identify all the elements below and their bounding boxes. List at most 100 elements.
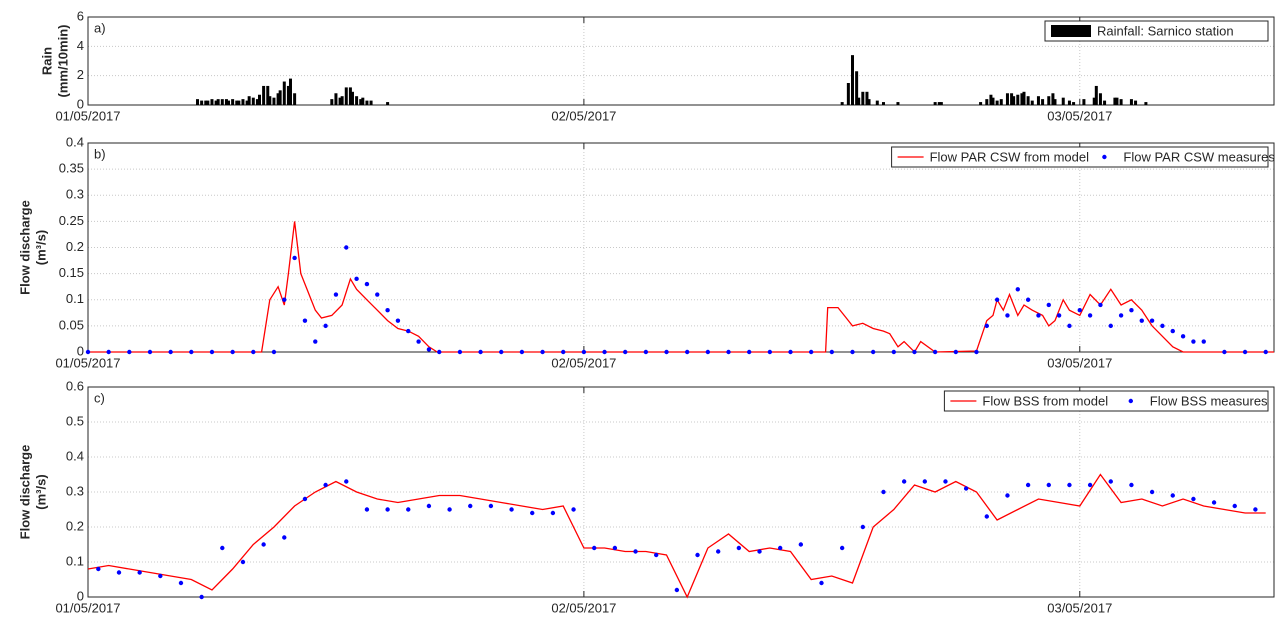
measure-point: [127, 349, 132, 355]
y-tick-label: 0.1: [66, 291, 84, 306]
bar: [1041, 99, 1045, 105]
measure-point: [240, 559, 246, 565]
plot-frame: [87, 16, 1275, 106]
measure-point: [1025, 297, 1031, 302]
bar: [386, 102, 390, 105]
measure-point: [333, 292, 339, 297]
bar: [216, 99, 220, 105]
measure-point: [674, 587, 680, 593]
measure-point: [1263, 349, 1268, 355]
legend-box: [943, 390, 1269, 412]
y-tick-label: 0.05: [59, 317, 84, 332]
y-axis-label: Rain: [39, 47, 54, 75]
bar: [896, 102, 900, 105]
y-tick-label: 0.15: [59, 265, 84, 280]
legend-label: Flow PAR CSW measures: [1123, 149, 1275, 164]
measure-point: [943, 479, 948, 484]
bar: [1072, 102, 1076, 105]
bar: [857, 97, 861, 105]
measure-point: [922, 479, 928, 484]
measure-point: [808, 349, 814, 355]
bar: [1047, 96, 1051, 105]
measure-point: [302, 318, 308, 323]
measure-point: [313, 339, 318, 344]
legend-box: [1044, 20, 1269, 42]
measure-point: [1180, 334, 1186, 339]
bar: [1005, 93, 1009, 105]
legend-swatch: [1128, 398, 1134, 404]
y-tick-label: 2: [77, 67, 84, 82]
measure-point: [530, 510, 535, 516]
legend-swatch: [1051, 25, 1091, 37]
bar: [330, 99, 334, 105]
measure-point: [220, 545, 225, 551]
bar: [1144, 102, 1148, 105]
measure-point: [1242, 349, 1248, 355]
bar: [286, 85, 290, 105]
bar: [1094, 85, 1098, 105]
bar: [1020, 93, 1024, 105]
measure-point: [963, 486, 969, 491]
bar: [1012, 96, 1016, 105]
y-tick-label: 0.35: [59, 161, 84, 176]
bar: [196, 99, 200, 105]
bar: [933, 102, 937, 105]
measure-point: [1015, 287, 1020, 292]
measure-point: [323, 482, 328, 488]
measure-point: [437, 349, 442, 355]
measure-point: [932, 349, 938, 355]
measure-point: [302, 496, 308, 502]
measure-point: [705, 349, 711, 355]
measure-point: [447, 507, 452, 512]
bar: [206, 100, 210, 105]
measure-point: [1129, 308, 1134, 313]
y-tick-label: 0.5: [66, 413, 84, 428]
x-tick-label: 01/05/2017: [55, 108, 120, 123]
bar: [288, 78, 292, 105]
measure-point: [767, 349, 773, 355]
bar: [1119, 99, 1123, 105]
measure-point: [984, 514, 989, 519]
bar: [251, 97, 255, 105]
x-tick-label: 03/05/2017: [1047, 600, 1112, 615]
bar: [204, 100, 208, 105]
plot-frame: [87, 386, 1275, 598]
measure-point: [788, 349, 793, 355]
bar: [991, 97, 995, 105]
measure-point: [1201, 339, 1206, 344]
measure-point: [1046, 302, 1051, 308]
measure-point: [602, 349, 607, 355]
legend-label: Flow PAR CSW from model: [930, 149, 1090, 164]
measure-point: [829, 349, 835, 355]
measure-point: [199, 594, 204, 600]
y-axis-label: (m³/s): [33, 230, 48, 265]
measure-point: [777, 545, 783, 551]
bar: [1092, 97, 1096, 105]
bar: [241, 99, 245, 105]
bar: [255, 99, 259, 105]
measure-point: [426, 347, 432, 352]
legend: Rainfall: Sarnico station: [1044, 20, 1269, 42]
panel-label: a): [94, 20, 106, 35]
measure-point: [1056, 313, 1062, 318]
measure-point: [1108, 323, 1113, 329]
measure-point: [116, 570, 122, 575]
bar: [272, 97, 276, 105]
y-tick-label: 0.6: [66, 378, 84, 393]
measure-point: [406, 328, 411, 334]
y-axis-label: (mm/10min): [55, 25, 70, 98]
bar: [365, 100, 369, 105]
measure-point: [850, 349, 855, 355]
y-tick-label: 0.4: [66, 134, 84, 149]
measure-point: [912, 349, 917, 355]
y-tick-label: 0: [77, 588, 84, 603]
measure-point: [715, 549, 721, 554]
measure-point: [1170, 328, 1175, 334]
y-tick-label: 0.3: [66, 483, 84, 498]
measure-point: [695, 552, 700, 558]
bar: [881, 102, 885, 105]
measure-point: [798, 542, 804, 547]
measure-point: [1005, 313, 1010, 318]
bar: [257, 94, 261, 105]
measure-point: [426, 503, 432, 509]
